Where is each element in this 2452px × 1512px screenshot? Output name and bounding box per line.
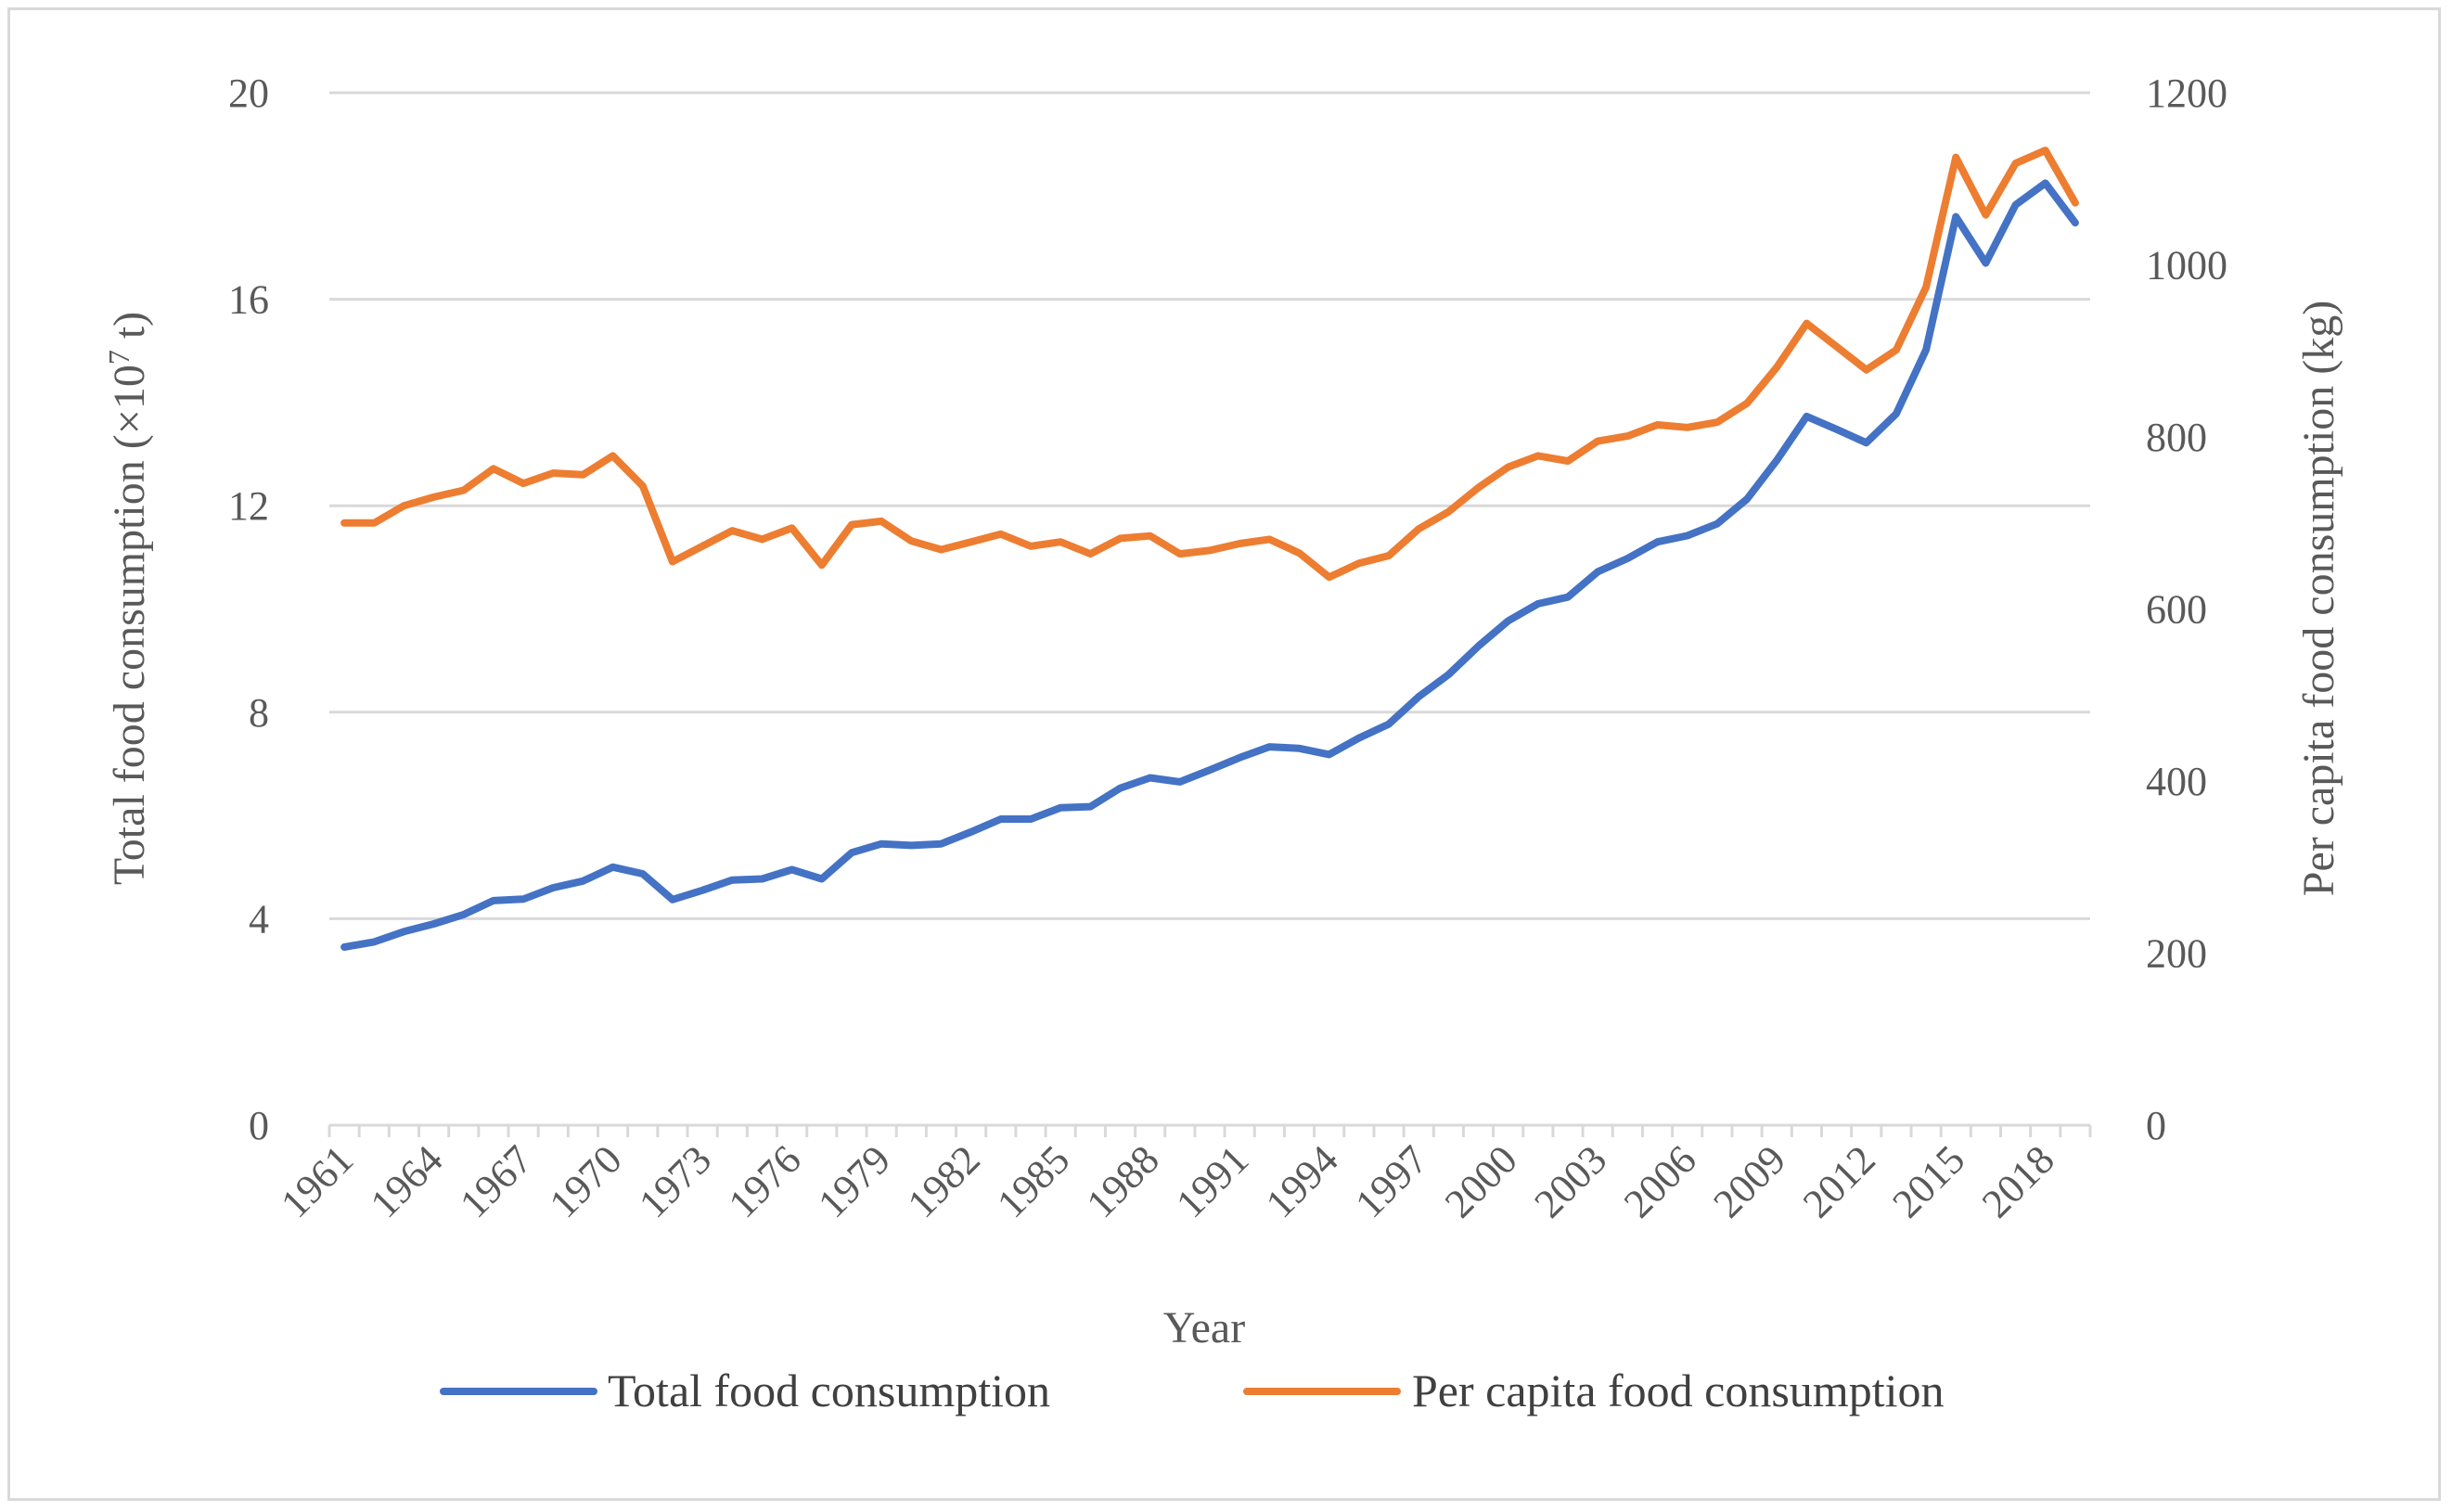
left-y-tick-label: 0: [249, 1103, 269, 1148]
x-tick-label: 1985: [988, 1136, 1078, 1226]
right-y-tick-label: 600: [2146, 587, 2207, 633]
left-y-axis-tick-labels: 0 4 8 12 16 20: [228, 70, 269, 1148]
left-y-tick-label: 8: [249, 690, 269, 736]
left-y-tick-label: 12: [228, 483, 269, 529]
right-y-axis-tick-labels: 0 200 400 600 800 1000 1200: [2146, 70, 2227, 1148]
x-tick-label: 1961: [272, 1136, 362, 1226]
right-y-tick-label: 0: [2146, 1103, 2166, 1148]
x-tick-label: 1979: [809, 1136, 899, 1226]
x-tick-label: 2015: [1883, 1136, 1973, 1226]
right-y-tick-label: 200: [2146, 931, 2207, 977]
x-tick-label: 1997: [1346, 1136, 1436, 1226]
left-y-axis-title-unit: t): [105, 312, 154, 350]
x-tick-label: 1973: [630, 1136, 720, 1226]
left-y-tick-label: 16: [228, 277, 269, 323]
legend-item-total: Total food consumption: [440, 1365, 1050, 1416]
legend-label-per-capita: Per capita food consumption: [1412, 1365, 1945, 1416]
left-y-axis-title-exponent: 7: [102, 350, 135, 365]
x-tick-label: 2012: [1794, 1136, 1884, 1226]
x-tick-label: 2000: [1436, 1136, 1526, 1226]
left-y-tick-label: 4: [249, 896, 269, 942]
x-tick-label: 1994: [1257, 1136, 1347, 1226]
series-line-total: [340, 179, 2079, 951]
legend-item-per-capita: Per capita food consumption: [1243, 1365, 1945, 1416]
x-tick-label: 1988: [1078, 1136, 1168, 1226]
x-tick-label: 1964: [362, 1136, 452, 1226]
series-line-per-capita: [340, 147, 2079, 582]
right-y-tick-label: 800: [2146, 415, 2207, 460]
legend-label-total: Total food consumption: [608, 1365, 1050, 1416]
right-y-tick-label: 400: [2146, 759, 2207, 804]
x-tick-label: 1970: [541, 1136, 631, 1226]
x-axis-ticks: [327, 1125, 2092, 1137]
x-tick-label: 1982: [899, 1136, 989, 1226]
x-tick-label: 2009: [1704, 1136, 1794, 1226]
right-y-tick-label: 1000: [2146, 243, 2227, 288]
x-tick-label: 1991: [1167, 1136, 1257, 1226]
chart-frame: [7, 7, 2441, 1501]
left-y-axis-title: Total food consumption (×107 t): [102, 312, 154, 885]
right-y-axis-title: Per capita food consumption (kg): [2294, 301, 2343, 897]
x-axis-title: Year: [1163, 1303, 1245, 1352]
x-tick-label: 2006: [1615, 1136, 1705, 1226]
left-y-axis-title-main: Total food consumption (×10: [105, 365, 154, 885]
legend: Total food consumption Per capita food c…: [440, 1365, 1945, 1416]
x-axis-tick-labels: 1961 1964 1967 1970 1973 1976 1979 1982 1985 1988…: [272, 1136, 2063, 1226]
left-y-tick-label: 20: [228, 70, 269, 116]
x-tick-label: 1976: [720, 1136, 810, 1226]
series-lines: [340, 147, 2079, 951]
right-y-tick-label: 1200: [2146, 70, 2227, 116]
gridlines: [329, 91, 2090, 920]
x-tick-label: 2018: [1973, 1136, 2063, 1226]
x-tick-label: 1967: [451, 1136, 541, 1226]
x-tick-label: 2003: [1525, 1136, 1615, 1226]
